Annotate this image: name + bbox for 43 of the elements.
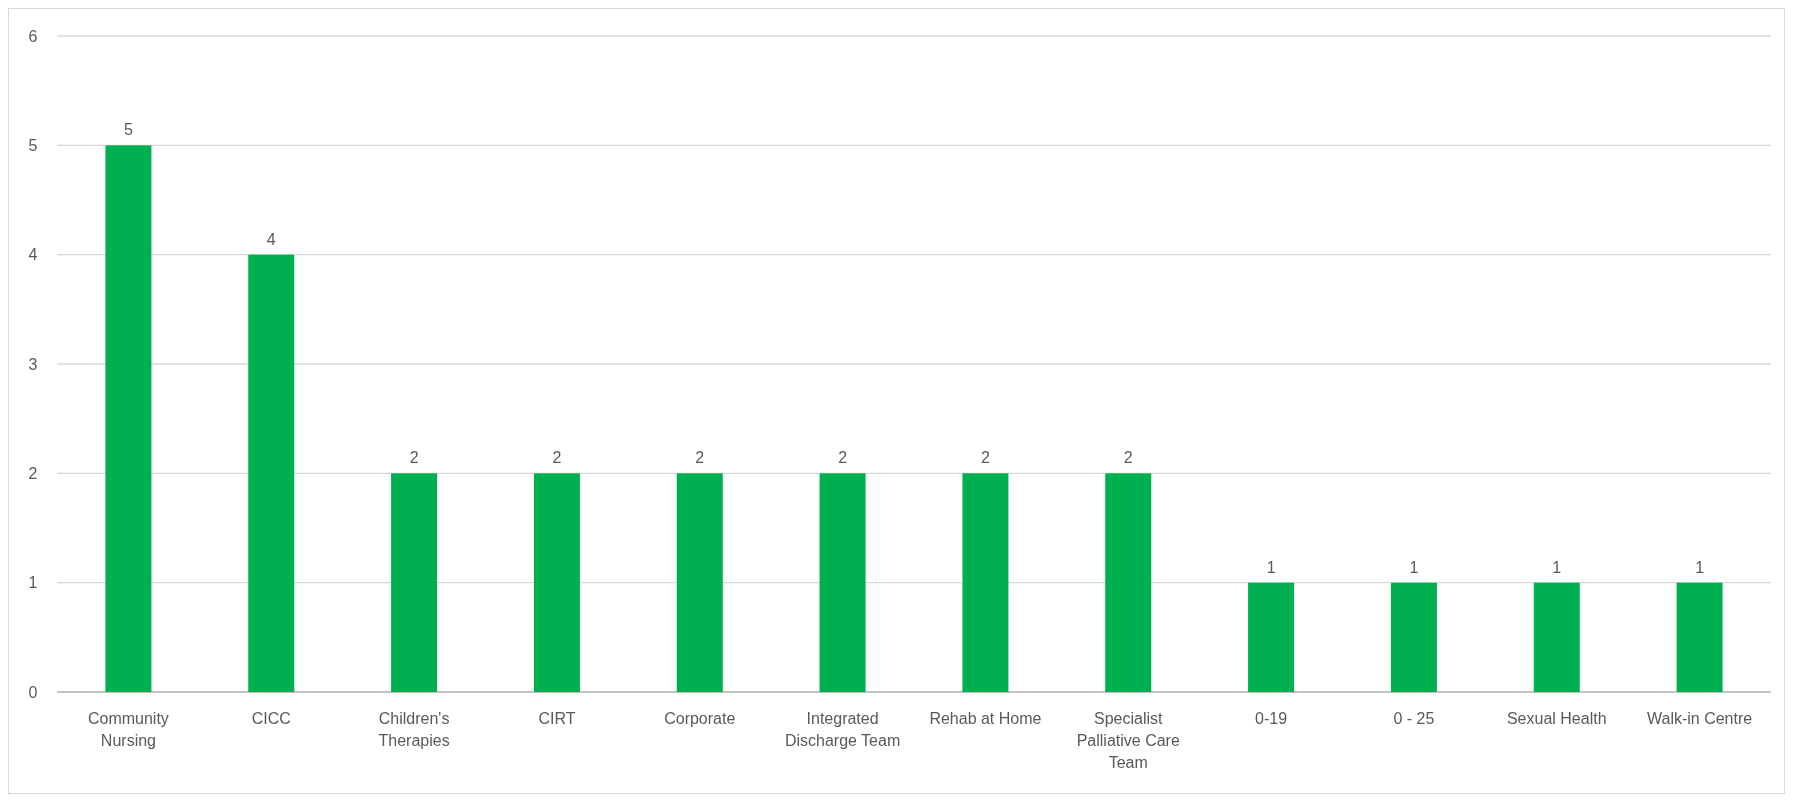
x-tick-label: Walk-in Centre	[1646, 710, 1753, 727]
data-label: 1	[1266, 558, 1276, 576]
data-label: 2	[980, 449, 990, 467]
x-tick-label: Integrated Discharge Team	[784, 710, 901, 749]
data-label: 5	[123, 121, 133, 139]
data-label: 2	[1123, 449, 1133, 467]
bar	[391, 473, 438, 692]
x-tick-label: Rehab at Home	[929, 710, 1042, 727]
bar	[1676, 582, 1723, 692]
data-label: 1	[1409, 558, 1419, 576]
bar	[533, 473, 580, 692]
bar	[105, 145, 152, 692]
bar	[676, 473, 723, 692]
data-label: 1	[1695, 558, 1705, 576]
x-tick-label: 0 - 25	[1393, 710, 1435, 727]
x-tick-label: CIRT	[538, 710, 576, 727]
data-label: 1	[1552, 558, 1562, 576]
y-tick-label: 2	[28, 464, 38, 482]
bar	[1248, 582, 1295, 692]
x-tick-label: CICC	[251, 710, 291, 727]
data-label: 2	[552, 449, 562, 467]
y-tick-label: 0	[28, 683, 38, 701]
y-tick-label: 4	[28, 246, 38, 264]
bar	[1105, 473, 1152, 692]
x-tick-label: Community Nursing	[87, 710, 169, 749]
data-label: 2	[695, 449, 705, 467]
y-tick-label: 6	[28, 27, 38, 45]
y-tick-label: 5	[28, 136, 38, 154]
data-label: 4	[266, 230, 276, 248]
data-label: 2	[838, 449, 848, 467]
bar	[1390, 582, 1437, 692]
x-tick-label: Children's Therapies	[378, 710, 450, 749]
bar	[962, 473, 1009, 692]
x-tick-label: 0-19	[1255, 710, 1288, 727]
x-tick-label: Sexual Health	[1506, 710, 1607, 727]
x-tick-label: Specialist Palliative Care Team	[1076, 710, 1180, 771]
y-tick-label: 1	[28, 574, 38, 592]
data-label: 2	[409, 449, 419, 467]
bar	[819, 473, 866, 692]
bar	[248, 254, 295, 692]
bar	[1533, 582, 1580, 692]
x-tick-label: Corporate	[664, 710, 736, 727]
y-tick-label: 3	[28, 355, 38, 373]
